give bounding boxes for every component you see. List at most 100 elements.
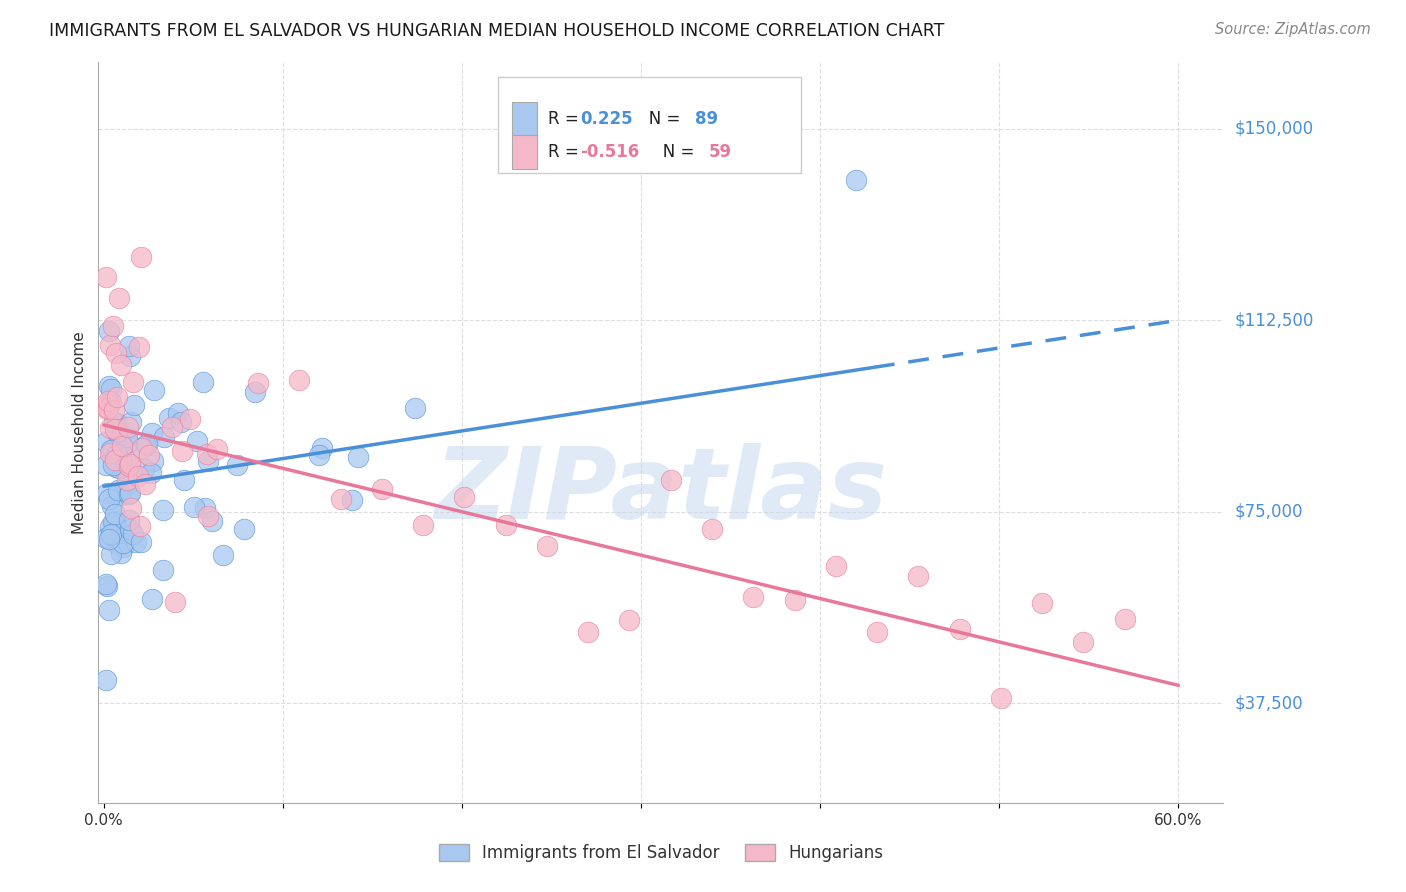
Point (122, 527, 145, 541)
Point (134, 476, 156, 491)
Point (453, 490, 475, 504)
Point (619, 613, 641, 627)
Point (100, 443, 122, 458)
Point (110, 546, 132, 560)
Point (536, 539, 558, 553)
Point (118, 448, 141, 462)
Text: $150,000: $150,000 (1234, 120, 1313, 138)
Point (110, 488, 132, 502)
Point (94, 435, 117, 450)
Point (183, 500, 205, 514)
Point (129, 535, 152, 549)
Point (195, 447, 218, 461)
FancyBboxPatch shape (512, 103, 537, 136)
Point (170, 415, 193, 429)
Point (135, 438, 157, 452)
Point (97, 533, 120, 547)
Point (866, 625, 889, 640)
Point (340, 492, 363, 507)
Point (132, 462, 155, 476)
Point (110, 439, 132, 453)
Text: R =: R = (548, 143, 585, 161)
Point (108, 460, 131, 475)
Point (120, 349, 142, 363)
Text: $112,500: $112,500 (1234, 311, 1313, 329)
Point (110, 358, 132, 372)
Point (100, 443, 122, 458)
Point (100, 526, 122, 541)
Point (125, 535, 148, 549)
Point (329, 491, 352, 506)
Text: $37,500: $37,500 (1234, 694, 1303, 712)
Point (141, 425, 163, 440)
Point (659, 474, 682, 488)
Point (742, 590, 765, 604)
Point (94, 673, 117, 688)
Point (166, 406, 188, 420)
Point (118, 339, 141, 353)
Point (98, 338, 121, 352)
Point (105, 460, 128, 475)
Point (105, 447, 128, 461)
Point (120, 485, 142, 500)
Text: N =: N = (647, 143, 700, 161)
Point (105, 390, 128, 404)
Point (100, 527, 122, 541)
Point (122, 375, 145, 389)
Point (135, 437, 157, 451)
Text: Source: ZipAtlas.com: Source: ZipAtlas.com (1215, 22, 1371, 37)
Point (141, 591, 163, 606)
Point (105, 417, 128, 431)
Point (97, 603, 120, 617)
Text: 89: 89 (695, 110, 717, 128)
Point (118, 513, 141, 527)
Point (98, 491, 121, 506)
Point (118, 458, 141, 473)
Text: IMMIGRANTS FROM EL SALVADOR VS HUNGARIAN MEDIAN HOUSEHOLD INCOME CORRELATION CHA: IMMIGRANTS FROM EL SALVADOR VS HUNGARIAN… (49, 22, 945, 40)
Point (97, 401, 120, 416)
Point (103, 516, 125, 530)
Point (907, 569, 929, 583)
Text: 0.225: 0.225 (579, 110, 633, 128)
Point (98, 520, 121, 534)
Point (94, 269, 117, 284)
Point (212, 548, 235, 562)
Point (108, 428, 131, 442)
Point (495, 518, 517, 533)
Point (1031, 596, 1053, 610)
Point (115, 473, 138, 487)
Point (104, 514, 127, 528)
Point (194, 500, 217, 515)
Point (98, 446, 121, 460)
Point (104, 345, 127, 359)
Point (117, 435, 139, 450)
Point (165, 595, 187, 609)
Point (103, 515, 125, 529)
Point (347, 450, 370, 464)
Point (104, 508, 127, 522)
Point (110, 428, 132, 442)
Point (311, 442, 333, 456)
FancyBboxPatch shape (512, 136, 537, 169)
Point (179, 412, 201, 426)
Point (100, 394, 122, 409)
Point (118, 457, 141, 471)
Point (193, 375, 215, 389)
Point (96, 402, 118, 417)
Point (100, 382, 122, 396)
Point (97, 394, 120, 409)
Point (107, 483, 129, 497)
Point (170, 444, 193, 458)
Point (1073, 635, 1095, 649)
Point (117, 477, 139, 491)
Point (949, 622, 972, 636)
Point (153, 430, 176, 444)
Point (100, 547, 122, 561)
Point (700, 522, 723, 536)
Point (129, 250, 152, 264)
Point (103, 403, 125, 417)
Point (205, 442, 228, 456)
Text: ZIPatlas: ZIPatlas (434, 443, 887, 541)
Point (103, 319, 125, 334)
Text: -0.516: -0.516 (579, 143, 640, 161)
